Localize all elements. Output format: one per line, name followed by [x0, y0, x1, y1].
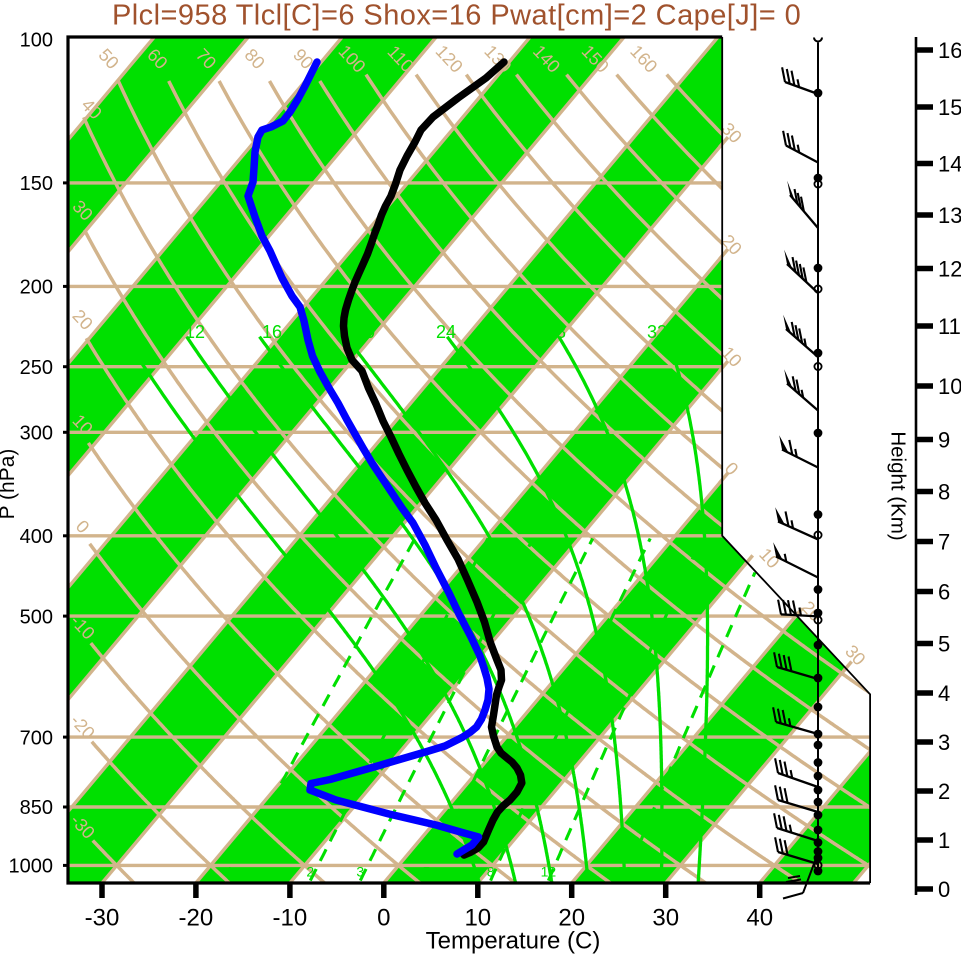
svg-text:0: 0: [377, 905, 390, 932]
svg-text:2: 2: [938, 779, 950, 804]
svg-text:24: 24: [436, 322, 456, 342]
svg-text:10: 10: [464, 905, 491, 932]
svg-text:200: 200: [20, 277, 53, 299]
svg-text:20: 20: [617, 864, 633, 880]
svg-text:12: 12: [938, 257, 961, 282]
svg-text:100: 100: [20, 30, 53, 52]
svg-text:300: 300: [20, 423, 53, 445]
svg-text:150: 150: [20, 173, 53, 195]
svg-text:7: 7: [938, 530, 950, 555]
svg-text:9: 9: [938, 428, 950, 453]
svg-text:8: 8: [120, 322, 130, 342]
svg-text:4: 4: [938, 681, 950, 706]
svg-text:14: 14: [938, 152, 961, 177]
svg-text:32: 32: [647, 322, 667, 342]
svg-text:1000: 1000: [9, 856, 54, 878]
svg-text:30: 30: [652, 905, 679, 932]
svg-text:0: 0: [938, 877, 950, 902]
svg-text:500: 500: [20, 606, 53, 628]
svg-text:8: 8: [938, 480, 950, 505]
svg-text:-20: -20: [179, 905, 214, 932]
svg-text:Height (Km): Height (Km): [887, 431, 910, 540]
svg-text:250: 250: [20, 357, 53, 379]
svg-text:400: 400: [20, 526, 53, 548]
svg-text:15: 15: [938, 95, 961, 120]
svg-text:16: 16: [938, 38, 961, 63]
svg-text:28: 28: [546, 322, 566, 342]
svg-text:20: 20: [558, 905, 585, 932]
svg-text:11: 11: [938, 314, 961, 339]
svg-text:3: 3: [938, 730, 950, 755]
svg-text:Plcl=958 Tlcl[C]=6 Shox=16 Pwa: Plcl=958 Tlcl[C]=6 Shox=16 Pwat[cm]=2 Ca…: [112, 0, 801, 32]
svg-text:13: 13: [938, 203, 961, 228]
svg-text:1: 1: [938, 828, 950, 853]
svg-text:20: 20: [355, 322, 375, 342]
svg-text:40: 40: [746, 905, 773, 932]
svg-text:P (hPa): P (hPa): [0, 449, 19, 520]
svg-text:12: 12: [541, 864, 557, 880]
svg-text:5: 5: [423, 864, 431, 880]
svg-text:1: 1: [226, 864, 234, 880]
svg-text:6: 6: [938, 580, 950, 605]
svg-text:5: 5: [938, 632, 950, 657]
svg-text:2: 2: [306, 864, 314, 880]
svg-text:Temperature (C): Temperature (C): [426, 928, 601, 955]
svg-text:850: 850: [20, 797, 53, 819]
svg-text:-10: -10: [273, 905, 308, 932]
svg-text:12: 12: [185, 322, 205, 342]
svg-text:8: 8: [487, 864, 495, 880]
svg-text:-30: -30: [85, 905, 120, 932]
svg-text:10: 10: [938, 374, 961, 399]
svg-text:3: 3: [356, 864, 364, 880]
svg-text:700: 700: [20, 727, 53, 749]
svg-text:16: 16: [262, 322, 282, 342]
